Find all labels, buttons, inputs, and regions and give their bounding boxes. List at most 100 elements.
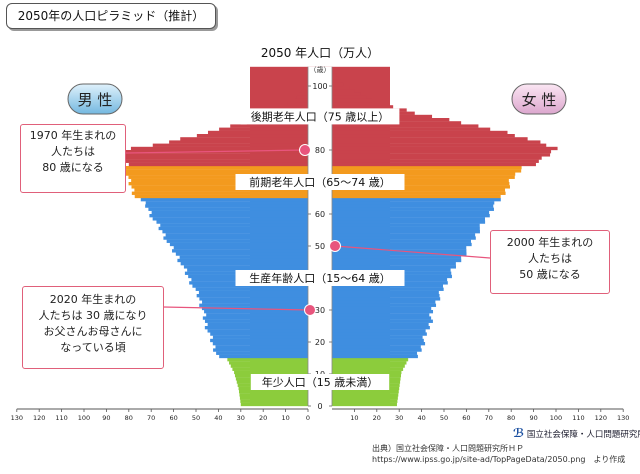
male-legend-badge (67, 83, 123, 115)
female-age-bar (332, 156, 542, 160)
female-age-bar (332, 124, 479, 128)
male-legend-label: 男 性 (78, 91, 113, 109)
male-age-bar (149, 214, 308, 218)
age-group-label-box (250, 374, 390, 390)
male-age-bar (199, 297, 308, 301)
male-age-bar (163, 236, 308, 240)
male-age-bar (212, 342, 308, 346)
male-age-bar (169, 140, 308, 144)
female-age-bar (332, 335, 423, 339)
female-age-bar (332, 140, 541, 144)
male-age-bar (162, 230, 308, 234)
female-age-bar (332, 300, 436, 304)
age-group-label: 後期老年人口（75 歳以上） (251, 109, 390, 123)
female-age-bar (332, 396, 398, 400)
female-age-bar (332, 393, 399, 397)
female-age-bar (332, 354, 418, 359)
age-tick-label: 60 (315, 210, 325, 219)
male-age-bar (206, 313, 308, 317)
male-age-bar (229, 361, 308, 365)
female-legend-label: 女 性 (522, 91, 557, 109)
male-age-bar (152, 143, 308, 147)
annotation-line: 50 歳になる (519, 268, 581, 281)
age-tick-label: 20 (315, 338, 325, 347)
age-tick-label: 80 (315, 146, 325, 155)
male-age-bar (128, 175, 308, 179)
marked-age-dot (299, 144, 311, 156)
age-axis-unit: （歳） (310, 65, 331, 74)
x-tick-label: 40 (214, 414, 222, 422)
female-age-bar (332, 137, 528, 141)
female-age-bar (332, 338, 424, 343)
x-tick-label: 30 (237, 414, 245, 422)
annotation-line: なっている頃 (60, 341, 126, 354)
x-tick-label: 70 (485, 414, 493, 422)
x-tick-label: 80 (125, 414, 133, 422)
female-age-bar (332, 210, 490, 215)
male-age-bar (198, 290, 308, 295)
female-age-bar (332, 146, 558, 151)
female-age-bar (332, 303, 437, 307)
female-age-bar (332, 233, 476, 237)
female-age-bar (332, 306, 432, 311)
x-tick-label: 110 (572, 414, 584, 422)
age-tick-label: 30 (315, 306, 325, 315)
female-age-bar (332, 226, 480, 231)
male-age-bar (145, 204, 308, 208)
annotation-line: 2000 年生まれの (506, 236, 594, 249)
male-age-bar (202, 316, 308, 320)
male-age-bar (196, 134, 308, 138)
female-age-bar (332, 92, 361, 96)
x-tick-label: 60 (169, 414, 177, 422)
male-age-bar (131, 185, 308, 189)
annotation-1970: 1970 年生まれの 人たちは 80 歳になる (20, 124, 126, 193)
male-age-bar (204, 326, 308, 330)
male-age-bar (156, 220, 308, 224)
annotation-leader-line (334, 245, 491, 259)
male-age-bar (177, 258, 308, 263)
female-age-bar (332, 178, 509, 183)
male-age-bar (216, 351, 308, 355)
male-age-bar (192, 284, 308, 288)
female-age-bar (332, 348, 422, 352)
female-age-bar (332, 130, 508, 135)
male-age-bar (204, 319, 308, 323)
female-age-bar (332, 290, 439, 295)
age-tick-label: 50 (315, 242, 325, 251)
female-age-bar (332, 76, 339, 80)
female-age-bar (332, 86, 350, 90)
male-age-bar (128, 162, 308, 167)
female-age-bar (332, 102, 386, 106)
male-age-bar (166, 239, 308, 243)
female-age-bar (332, 284, 443, 288)
male-age-bar (151, 210, 308, 215)
female-age-bar (332, 342, 426, 346)
female-age-bar (332, 310, 434, 314)
male-age-bar (122, 156, 308, 160)
x-tick-label: 10 (281, 414, 289, 422)
age-group-label-box (235, 270, 405, 286)
annotation-2020: 2020 年生まれの 人たちは 30 歳になり お父さんお母さんに なっている頃 (22, 286, 164, 369)
female-age-bar (332, 214, 490, 218)
female-age-bar (332, 172, 516, 176)
x-tick-label: 60 (462, 414, 470, 422)
female-age-bar (332, 95, 367, 99)
male-age-bar (296, 95, 308, 99)
male-age-bar (207, 130, 308, 135)
female-age-bar (332, 175, 515, 179)
x-tick-label: 100 (78, 414, 90, 422)
female-age-bar (332, 220, 486, 224)
male-age-bar (169, 242, 308, 247)
annotation-line: 人たちは (51, 145, 95, 158)
male-age-bar (239, 390, 308, 394)
female-age-bar (332, 364, 405, 368)
male-age-bar (175, 252, 308, 256)
x-tick-label: 20 (373, 414, 381, 422)
female-age-bar (332, 70, 335, 74)
male-age-bar (230, 124, 308, 128)
male-age-bar (239, 396, 308, 400)
x-tick-label: 90 (529, 414, 537, 422)
female-age-bar (332, 345, 421, 349)
female-age-bar (332, 159, 539, 163)
x-tick-label: 100 (550, 414, 562, 422)
